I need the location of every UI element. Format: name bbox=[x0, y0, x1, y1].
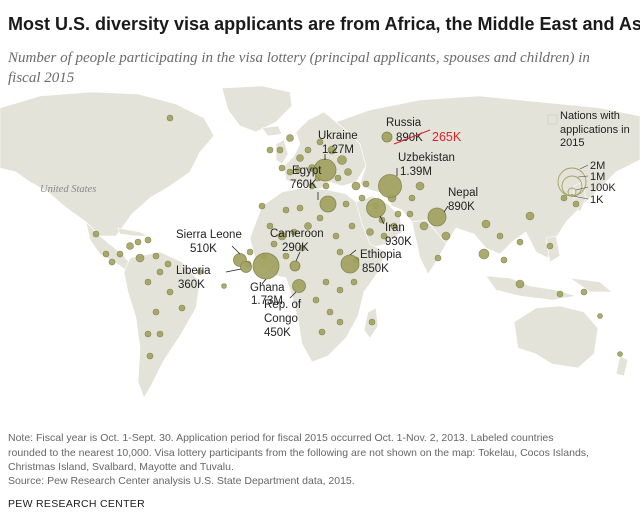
legend-circle-100k bbox=[567, 187, 577, 197]
india-shape bbox=[411, 219, 447, 275]
callout-egypt-name: Egypt bbox=[292, 165, 322, 177]
callout-sierra-leone-name: Sierra Leone bbox=[176, 229, 242, 241]
callout-rep-of-congo: Rep. of Congo 450K bbox=[264, 299, 302, 339]
australia-shape bbox=[513, 305, 599, 369]
africa-shape bbox=[249, 187, 387, 363]
cuba-shape bbox=[117, 227, 149, 237]
callout-sierra-leone: Sierra Leone 510K bbox=[176, 229, 242, 255]
north-america-shape bbox=[0, 91, 215, 237]
callout-egypt-value: 760K bbox=[290, 179, 317, 191]
chart-subtitle: Number of people participating in the vi… bbox=[8, 50, 590, 86]
callout-ukraine: Ukraine 1.27M bbox=[318, 130, 358, 156]
callout-liberia-name: Liberia bbox=[176, 265, 211, 277]
new-guinea-shape bbox=[569, 277, 613, 293]
callout-ukraine-value: 1.27M bbox=[322, 144, 354, 156]
minor-bubbles bbox=[92, 114, 623, 360]
legend-size-1m: 1M bbox=[590, 171, 605, 183]
bubble-iran bbox=[366, 198, 386, 218]
bubble-rep-of-congo bbox=[292, 279, 306, 293]
indonesia-shape bbox=[485, 275, 577, 301]
legend-nations-label: Nations with applications in 2015 bbox=[560, 110, 630, 149]
us-label: United States bbox=[40, 184, 96, 195]
bubble-uzbekistan bbox=[378, 174, 402, 198]
bubble-russia bbox=[381, 131, 393, 143]
callout-egypt: Egypt 760K bbox=[290, 165, 322, 191]
callout-liberia: Liberia 360K bbox=[176, 265, 211, 291]
world-map: United States Russia 890K 265K Ukraine 1… bbox=[0, 85, 640, 416]
callout-cameroon-value: 290K bbox=[282, 242, 309, 254]
footnote-line-3: Christmas Island, Svalbard, Mayotte and … bbox=[8, 461, 234, 474]
bubble-nepal bbox=[427, 207, 447, 227]
legend-nations-label-wrap: Nations with applications in 2015 bbox=[560, 110, 630, 149]
legend-size-100k: 100K bbox=[590, 182, 616, 194]
legend-circle-1k bbox=[570, 194, 574, 197]
callout-nepal-name: Nepal bbox=[448, 187, 478, 199]
callout-iran-value: 930K bbox=[385, 236, 412, 248]
bubble-egypt bbox=[319, 195, 337, 213]
source-line: Source: Pew Research Center analysis U.S… bbox=[8, 475, 355, 487]
callout-uzbekistan-value: 1.39M bbox=[400, 166, 432, 178]
bubble-ghana bbox=[252, 252, 280, 280]
callout-nepal: Nepal 890K bbox=[448, 187, 478, 213]
south-america-shape bbox=[123, 251, 201, 399]
callout-cameroon: Cameroon 290K bbox=[270, 228, 324, 254]
callout-cameroon-name: Cameroon bbox=[270, 228, 324, 240]
callout-ethiopia: Ethiopia 850K bbox=[360, 249, 402, 275]
callout-iran: Iran 930K bbox=[385, 222, 412, 248]
callout-russia-correction: 265K bbox=[432, 130, 462, 144]
strike-mark bbox=[393, 129, 431, 145]
philippines-shape bbox=[545, 235, 561, 263]
callout-ghana: Ghana 1.73M bbox=[250, 282, 285, 307]
legend-land-swatch bbox=[547, 114, 558, 125]
iceland-shape bbox=[261, 125, 283, 137]
footnote-line-1: Note: Fiscal year is Oct. 1-Sept. 30. Ap… bbox=[8, 432, 554, 444]
callout-rep-of-congo-line1: Rep. of bbox=[264, 299, 302, 311]
callout-nepal-value: 890K bbox=[448, 201, 475, 213]
callout-russia: Russia 890K 265K bbox=[386, 117, 462, 145]
chart-title: Most U.S. diversity visa applicants are … bbox=[8, 14, 640, 34]
callout-rep-of-congo-line3: 450K bbox=[264, 327, 291, 339]
callout-iran-name: Iran bbox=[385, 222, 405, 234]
callout-ethiopia-name: Ethiopia bbox=[360, 249, 402, 261]
labeled-bubbles bbox=[233, 131, 447, 293]
callout-sierra-leone-value: 510K bbox=[190, 243, 217, 255]
bubble-ethiopia bbox=[340, 254, 360, 274]
bubble-cameroon bbox=[289, 260, 301, 272]
greenland-shape bbox=[221, 85, 293, 133]
callout-liberia-value: 360K bbox=[178, 279, 205, 291]
callout-uzbekistan-name: Uzbekistan bbox=[398, 152, 455, 164]
callout-ghana-name: Ghana bbox=[250, 282, 285, 294]
callout-ghana-value: 1.73M bbox=[251, 295, 283, 307]
callout-uzbekistan: Uzbekistan 1.39M bbox=[398, 152, 455, 178]
brand-footer: PEW RESEARCH CENTER bbox=[8, 498, 145, 510]
callout-ukraine-name: Ukraine bbox=[318, 130, 358, 142]
callout-russia-name: Russia bbox=[386, 117, 422, 129]
legend-size-2m: 2M bbox=[590, 160, 605, 172]
new-zealand-shape bbox=[615, 355, 629, 377]
callout-ethiopia-value: 850K bbox=[362, 263, 389, 275]
legend-circles bbox=[557, 167, 587, 197]
legend: Nations with applications in 2015 2M 1M … bbox=[547, 110, 630, 206]
leader-lines bbox=[225, 154, 449, 299]
legend-ticks bbox=[572, 164, 589, 200]
footnote: Note: Fiscal year is Oct. 1-Sept. 30. Ap… bbox=[8, 431, 634, 475]
footnote-line-2: rounded to the nearest 10,000. Visa lott… bbox=[8, 446, 589, 459]
legend-size-1k: 1K bbox=[590, 194, 604, 206]
callout-rep-of-congo-line2: Congo bbox=[264, 313, 298, 325]
bubble-liberia bbox=[240, 261, 252, 273]
